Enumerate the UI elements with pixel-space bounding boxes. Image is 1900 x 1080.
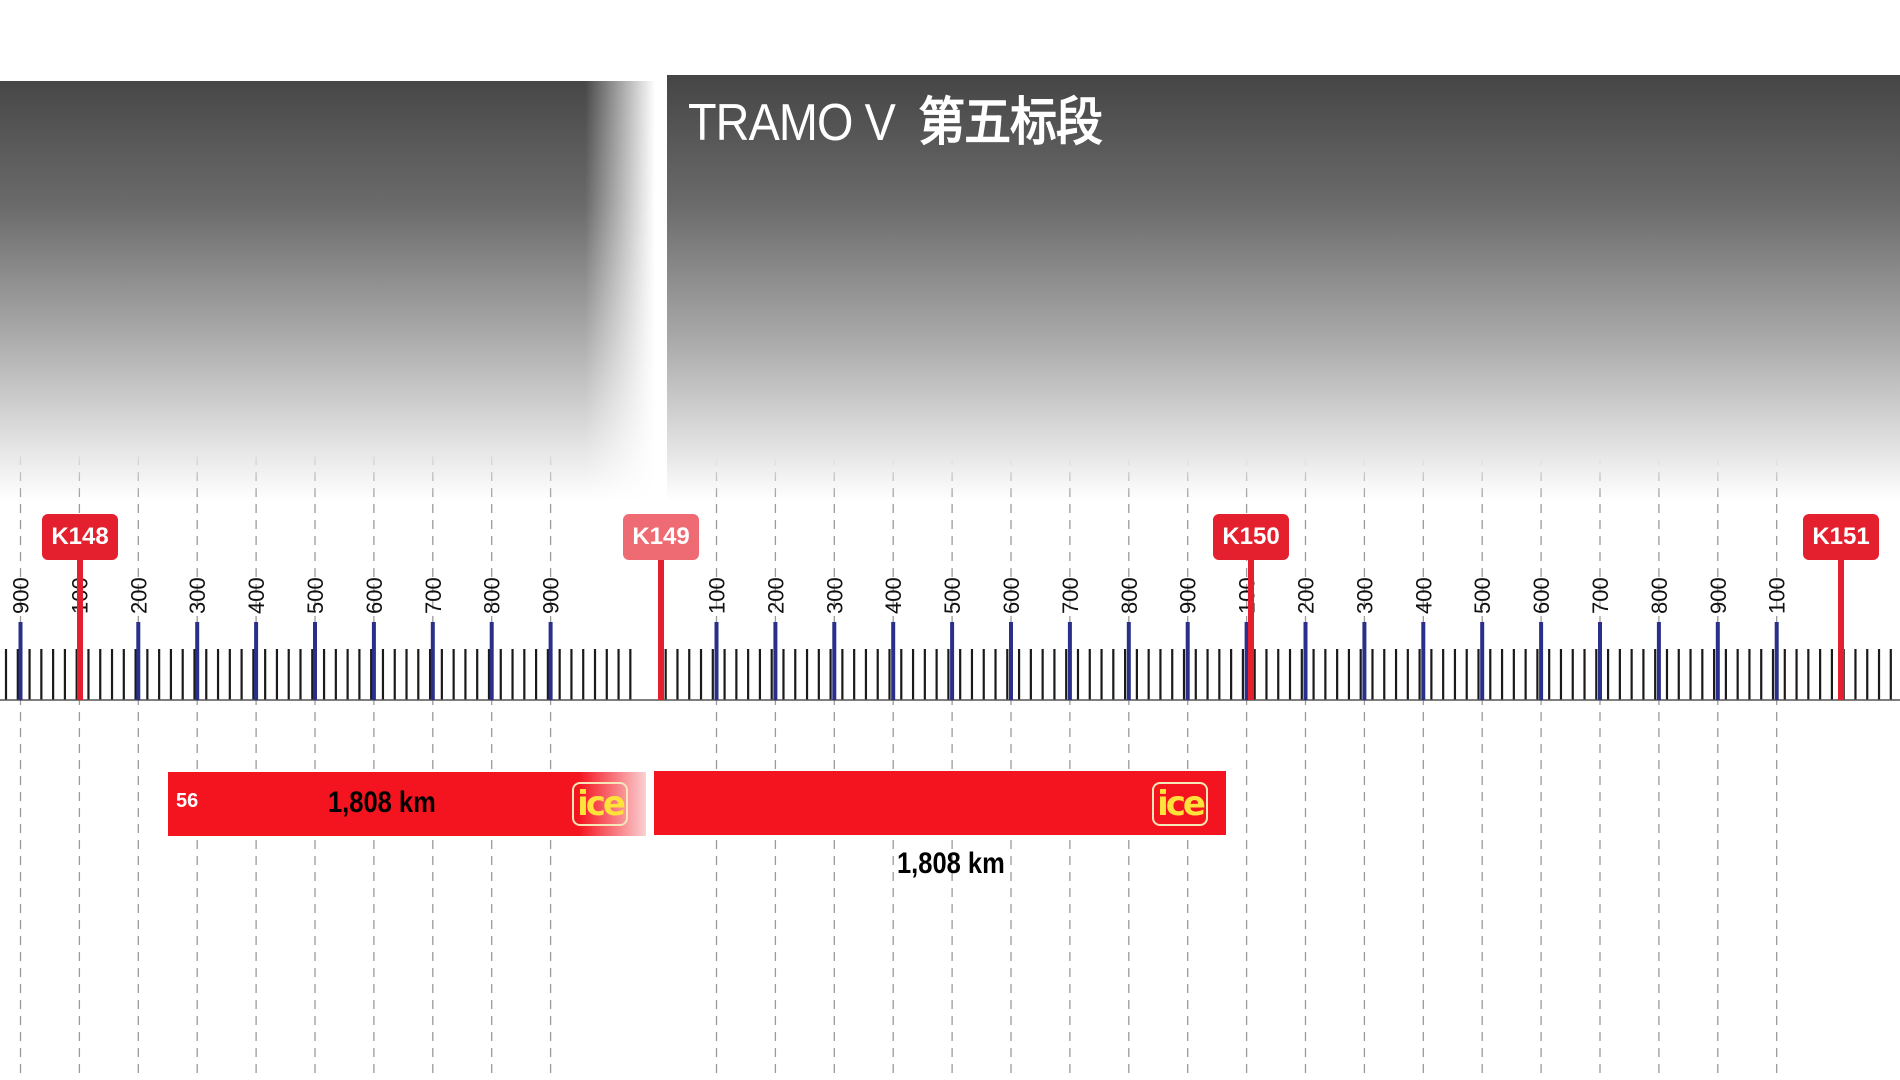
right-section-panel xyxy=(667,75,1900,501)
tick-label: 700 xyxy=(421,577,446,614)
tick-label: 400 xyxy=(881,577,906,614)
section-title-chinese: 第五标段 xyxy=(918,93,1103,153)
tick-label: 100 xyxy=(705,577,730,614)
tick-label: 700 xyxy=(1058,577,1083,614)
tick-label: 600 xyxy=(362,577,387,614)
km-marker-k150: K150 xyxy=(1213,514,1289,560)
segment-length-left: 1,808 km xyxy=(328,786,436,819)
tick-label: 900 xyxy=(9,577,34,614)
segment-number: 56 xyxy=(176,790,199,812)
tick-label: 100 xyxy=(1235,577,1260,614)
km-marker-k148: K148 xyxy=(42,514,118,560)
tick-label: 200 xyxy=(126,577,151,614)
tick-label: 400 xyxy=(244,577,269,614)
tick-label: 200 xyxy=(1294,577,1319,614)
tick-label: 600 xyxy=(999,577,1024,614)
tick-label: 500 xyxy=(940,577,965,614)
km-marker-k149: K149 xyxy=(623,514,699,560)
tick-label: 900 xyxy=(539,577,564,614)
tick-label: 600 xyxy=(1529,577,1554,614)
section-divider xyxy=(663,75,665,500)
ice-logo-left: ice xyxy=(572,782,628,826)
segment-bar-left: 56 1,808 km xyxy=(168,772,646,836)
tick-label: 400 xyxy=(1411,577,1436,614)
tick-label: 300 xyxy=(185,577,210,614)
segment-bar-right xyxy=(654,771,1226,835)
tick-label: 700 xyxy=(1588,577,1613,614)
tick-label: 800 xyxy=(1647,577,1672,614)
tick-label: 300 xyxy=(1352,577,1377,614)
tick-label: 500 xyxy=(303,577,328,614)
section-title-latin: TRAMO V xyxy=(688,94,896,152)
tick-label: 800 xyxy=(480,577,505,614)
tick-label: 300 xyxy=(822,577,847,614)
segment-length-right: 1,808 km xyxy=(897,847,1005,880)
tick-label: 900 xyxy=(1176,577,1201,614)
section-title: TRAMO V 第五标段 xyxy=(688,80,1103,155)
tick-label: 100 xyxy=(1765,577,1790,614)
tick-label: 500 xyxy=(1470,577,1495,614)
tick-label: 800 xyxy=(1117,577,1142,614)
tick-label: 200 xyxy=(763,577,788,614)
ice-logo-right: ice xyxy=(1152,782,1208,826)
tick-label: 900 xyxy=(1706,577,1731,614)
km-marker-k151: K151 xyxy=(1803,514,1879,560)
left-section-panel xyxy=(0,81,655,501)
